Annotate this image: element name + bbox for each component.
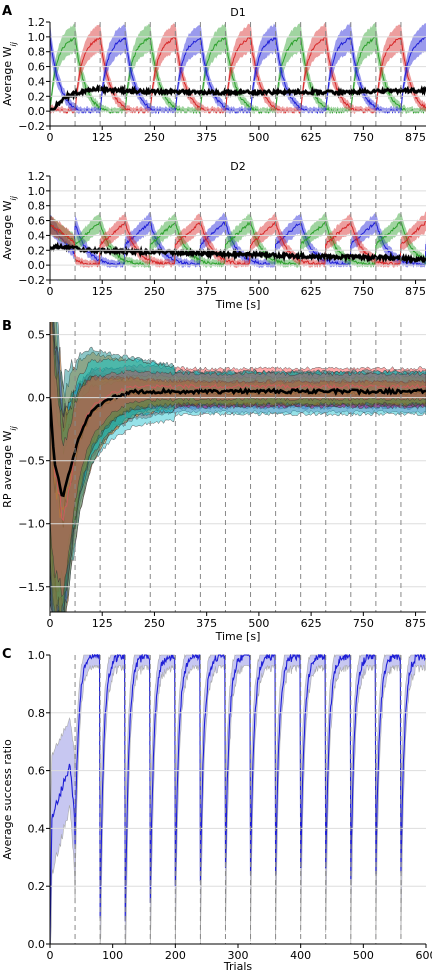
x-tick-label: 0: [47, 131, 54, 144]
x-tick-label: 300: [228, 949, 249, 962]
x-tick-label: 625: [301, 131, 322, 144]
x-tick-label: 625: [301, 617, 322, 630]
series-band-red: [50, 22, 426, 115]
series-band-green: [50, 22, 426, 115]
y-tick-label: 0.0: [28, 259, 46, 272]
y-tick-label: 0.0: [28, 392, 46, 405]
y-tick-label: 0.8: [28, 46, 46, 59]
y-tick-label: −1.5: [18, 581, 45, 594]
success-line: [50, 654, 426, 944]
panel-label-c: C: [2, 647, 12, 662]
x-tick-label: 400: [290, 949, 311, 962]
y-axis-label: Average success ratio: [1, 739, 14, 860]
x-tick-label: 875: [405, 285, 426, 298]
y-axis-label: Average Wij: [1, 41, 18, 106]
chart-d1: D1 −0.2 0.0 0.2 0.40.6 0.8 1.0 1.2 0 125 250 375 500…: [1, 6, 426, 144]
y-tick-label: −0.2: [18, 120, 45, 133]
y-tick-label: 1.0: [28, 649, 46, 662]
x-tick-label: 100: [102, 949, 123, 962]
x-tick-label: 875: [405, 131, 426, 144]
panel-label-b: B: [2, 319, 12, 334]
plot-area: [50, 211, 426, 269]
x-axis-label: Time [s]: [215, 298, 261, 311]
series-line-black: [50, 241, 426, 265]
x-tick-label: 125: [92, 131, 113, 144]
x-tick-label: 625: [301, 285, 322, 298]
x-tick-label: 200: [165, 949, 186, 962]
y-tick-label: 1.0: [28, 185, 46, 198]
x-axis-label: Trials: [223, 960, 252, 973]
chart-d2: D2 −0.2 0.0 0.2 0.40.6 0.8 1.0 1.2 0 125 250 375 500…: [1, 160, 426, 311]
x-axis-label: Time [s]: [215, 630, 261, 643]
y-tick-label: 0.6: [28, 61, 46, 74]
series-line: [50, 383, 426, 522]
y-tick-label: 0.8: [28, 707, 46, 720]
x-tick-label: 600: [416, 949, 432, 962]
x-tick-label: 500: [353, 949, 374, 962]
series-band-blue: [50, 211, 426, 269]
y-tick-label: −0.5: [18, 455, 45, 468]
series-line-black: [50, 83, 426, 112]
x-tick-label: 750: [353, 131, 374, 144]
y-tick-label: 1.2: [28, 16, 46, 29]
y-tick-label: 1.0: [28, 31, 46, 44]
x-tick-label: 500: [248, 131, 269, 144]
x-tick-label: 125: [92, 617, 113, 630]
y-tick-label: 0.0: [28, 105, 46, 118]
x-tick-label: 500: [248, 617, 269, 630]
y-tick-label: 0.2: [28, 90, 46, 103]
y-tick-label: 0.2: [28, 244, 46, 257]
series-band: [50, 322, 426, 612]
y-tick-label: 0.4: [28, 75, 46, 88]
x-tick-label: 0: [47, 617, 54, 630]
y-tick-label: 0.0: [28, 938, 46, 951]
series-band-green: [50, 211, 426, 268]
y-tick-label: 1.2: [28, 170, 46, 183]
x-tick-label: 250: [144, 617, 165, 630]
plot-area: [50, 322, 426, 612]
y-axis-label: RP average Wij: [1, 425, 18, 507]
plot-area: [50, 654, 426, 944]
x-tick-label: 375: [196, 131, 217, 144]
y-tick-label: 0.6: [28, 215, 46, 228]
y-tick-label: 0.4: [28, 229, 46, 242]
chart-title: D1: [230, 6, 245, 19]
x-tick-label: 875: [405, 617, 426, 630]
x-tick-label: 500: [248, 285, 269, 298]
x-tick-label: 125: [92, 285, 113, 298]
x-tick-label: 0: [47, 285, 54, 298]
x-tick-label: 375: [196, 617, 217, 630]
chart-title: D2: [230, 160, 245, 173]
x-tick-label: 750: [353, 285, 374, 298]
y-tick-label: −1.0: [18, 518, 45, 531]
y-tick-label: 0.2: [28, 880, 46, 893]
x-tick-label: 250: [144, 285, 165, 298]
y-tick-label: 0.8: [28, 200, 46, 213]
y-tick-label: 0.5: [28, 329, 46, 342]
y-axis-label: Average Wij: [1, 195, 18, 260]
panel-label-a: A: [2, 4, 12, 19]
x-tick-label: 250: [144, 131, 165, 144]
x-tick-label: 0: [47, 949, 54, 962]
x-tick-label: 750: [353, 617, 374, 630]
y-tick-label: 0.4: [28, 822, 46, 835]
x-tick-label: 375: [196, 285, 217, 298]
series-line-red: [50, 220, 426, 268]
y-tick-label: −0.2: [18, 274, 45, 287]
series-line: [50, 394, 426, 537]
chart-rp: −1.5 −1.0 −0.5 0.0 0.5 0 125 250 375 500 625 750 875…: [1, 322, 426, 643]
y-tick-label: 0.6: [28, 765, 46, 778]
plot-area: [50, 22, 426, 115]
chart-success: 0.0 0.2 0.4 0.6 0.8 1.0 0 100 200 300 400 500 600 Ave…: [1, 649, 432, 973]
